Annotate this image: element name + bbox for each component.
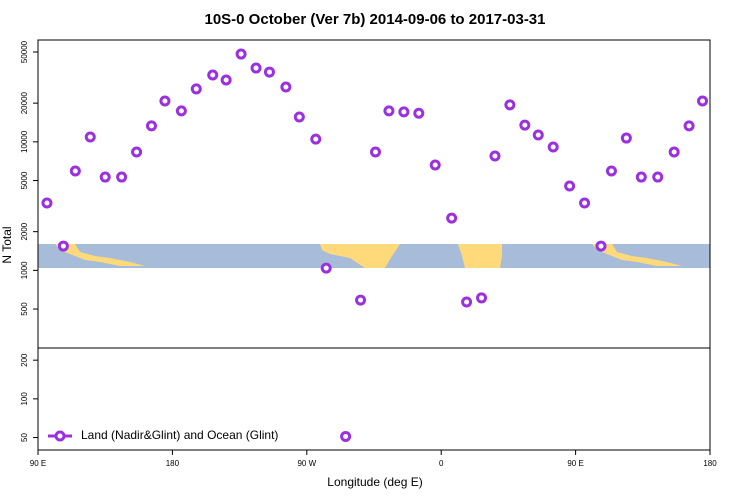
point — [57, 240, 69, 252]
point — [446, 212, 458, 224]
x-tick-label: 90 E — [30, 459, 46, 468]
y-tick-label: 1000 — [20, 261, 29, 279]
x-tick-label: 90 E — [567, 459, 583, 468]
point — [383, 105, 395, 117]
y-tick-label: 20000 — [20, 91, 29, 114]
point — [504, 99, 516, 111]
y-tick-label: 50000 — [20, 40, 29, 63]
point — [175, 105, 187, 117]
point — [263, 66, 275, 78]
x-tick-label: 90 W — [297, 459, 316, 468]
legend-marker — [54, 430, 66, 442]
point — [369, 146, 381, 158]
point — [398, 106, 410, 118]
point — [429, 159, 441, 171]
y-tick-label: 50 — [20, 433, 29, 442]
point — [564, 180, 576, 192]
x-tick-label: 0 — [439, 459, 444, 468]
point — [605, 165, 617, 177]
point — [476, 292, 488, 304]
point — [220, 74, 232, 86]
legend-label: Land (Nadir&Glint) and Ocean (Glint) — [81, 428, 278, 442]
point — [41, 197, 53, 209]
point — [145, 120, 157, 132]
point — [635, 171, 647, 183]
point — [320, 262, 332, 274]
point — [207, 69, 219, 81]
point — [250, 62, 262, 74]
point — [116, 171, 128, 183]
y-tick-label: 100 — [20, 392, 29, 406]
point — [413, 107, 425, 119]
point — [131, 146, 143, 158]
map-background — [38, 244, 710, 268]
point — [620, 132, 632, 144]
point — [159, 95, 171, 107]
point — [652, 171, 664, 183]
point — [235, 48, 247, 60]
plot-frame — [37, 39, 711, 451]
point — [280, 81, 292, 93]
y-tick-label: 2000 — [20, 222, 29, 240]
point — [489, 150, 501, 162]
point — [579, 197, 591, 209]
point — [190, 83, 202, 95]
point — [293, 111, 305, 123]
chart-title: 10S-0 October (Ver 7b) 2014-09-06 to 201… — [204, 11, 545, 28]
x-tick-label: 180 — [166, 459, 180, 468]
point — [310, 133, 322, 145]
y-tick-label: 200 — [20, 353, 29, 367]
point — [697, 95, 709, 107]
y-tick-label: 500 — [20, 302, 29, 316]
point — [595, 240, 607, 252]
x-axis-label: Longitude (deg E) — [327, 475, 422, 489]
y-tick-label: 5000 — [20, 171, 29, 189]
point — [69, 165, 81, 177]
point — [532, 129, 544, 141]
point — [547, 141, 559, 153]
point — [99, 171, 111, 183]
point — [84, 131, 96, 143]
point — [519, 119, 531, 131]
x-tick-label: 180 — [703, 459, 717, 468]
point — [668, 146, 680, 158]
y-axis-label: N Total — [0, 226, 14, 263]
point — [461, 296, 473, 308]
point — [340, 430, 352, 442]
point — [683, 120, 695, 132]
point — [355, 294, 367, 306]
y-tick-label: 10000 — [20, 130, 29, 153]
